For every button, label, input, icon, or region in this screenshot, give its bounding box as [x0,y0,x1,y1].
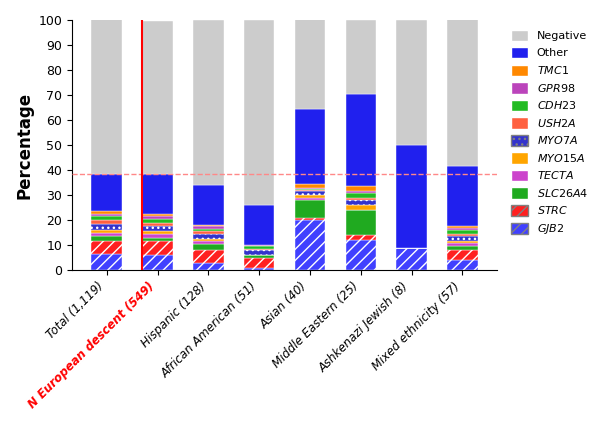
Bar [244,268,274,270]
Bar [295,200,325,218]
Bar [193,229,224,231]
Bar [345,186,376,191]
Bar [345,200,376,205]
Bar [142,222,173,226]
Bar [91,224,122,230]
Bar [295,198,325,200]
Bar [447,260,478,270]
Bar [295,189,325,190]
Bar [193,231,224,234]
Bar [447,227,478,230]
Bar [345,198,376,200]
Bar [193,241,224,244]
Bar [193,262,224,270]
Bar [91,174,122,211]
Bar [244,205,274,245]
Y-axis label: Percentage: Percentage [15,92,33,199]
Bar [91,211,122,214]
Bar [345,193,376,198]
Bar [244,246,274,249]
Bar [345,210,376,235]
Bar [345,205,376,210]
Bar [295,195,325,198]
Bar [295,184,325,187]
Bar [142,174,173,214]
Bar [244,245,274,246]
Bar [295,16,325,109]
Bar [193,239,224,241]
Bar [447,241,478,242]
Bar [193,20,224,185]
Bar [244,20,274,205]
Bar [447,19,478,166]
Bar [91,236,122,241]
Bar [91,233,122,236]
Bar [295,220,325,270]
Bar [142,21,173,174]
Bar [193,234,224,239]
Bar [295,109,325,184]
Bar [244,250,274,255]
Bar [91,230,122,233]
Bar [142,234,173,238]
Bar [295,191,325,195]
Bar [142,255,173,270]
Bar [345,235,376,240]
Bar [244,249,274,250]
Bar [91,241,122,254]
Bar [91,214,122,216]
Bar [91,216,122,220]
Bar [193,244,224,250]
Bar [447,246,478,250]
Bar [142,226,173,231]
Bar [396,20,427,145]
Bar [447,250,478,260]
Bar [142,214,173,216]
Bar [91,17,122,174]
Bar [244,258,274,268]
Bar [142,231,173,234]
Bar [142,241,173,255]
Bar [345,191,376,193]
Bar [193,225,224,226]
Bar [447,234,478,236]
Bar [447,230,478,234]
Bar [193,250,224,262]
Bar [91,220,122,224]
Bar [142,216,173,219]
Bar [295,190,325,191]
Bar [396,248,427,270]
Bar [345,240,376,270]
Bar [345,94,376,186]
Bar [345,20,376,94]
Bar [142,219,173,222]
Bar [91,254,122,270]
Bar [447,226,478,227]
Bar [193,185,224,225]
Bar [447,242,478,246]
Bar [295,218,325,220]
Bar [396,145,427,248]
Bar [244,255,274,258]
Bar [447,236,478,241]
Bar [193,226,224,229]
Legend: Negative, Other, $\it{TMC1}$, $\it{GPR98}$, $\it{CDH23}$, $\it{USH2A}$, $\it{MYO: Negative, Other, $\it{TMC1}$, $\it{GPR98… [507,26,593,240]
Bar [295,187,325,189]
Bar [142,238,173,241]
Bar [447,166,478,226]
